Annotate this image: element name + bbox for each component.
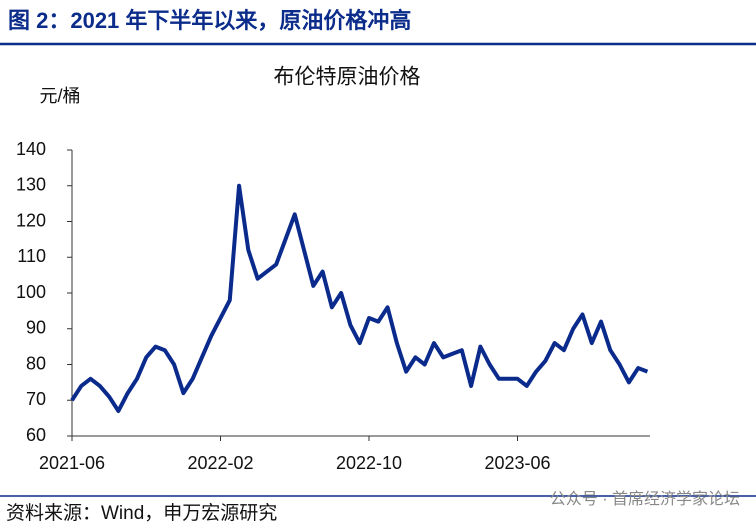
x-tick-label: 2022-02 [187, 453, 253, 473]
x-tick-label: 2021-06 [39, 453, 105, 473]
y-tick-label: 120 [16, 210, 46, 230]
y-tick-label: 80 [26, 353, 46, 373]
x-tick-label: 2022-10 [336, 453, 402, 473]
x-tick-label: 2023-06 [484, 453, 550, 473]
y-tick-label: 100 [16, 282, 46, 302]
y-tick-label: 60 [26, 425, 46, 445]
header-title: 图 2：2021 年下半年以来，原油价格冲高 [8, 8, 411, 33]
watermark: 公众号 · 首席经济学家论坛 [550, 490, 740, 508]
y-axis-label: 元/桶 [39, 86, 80, 106]
y-tick-label: 130 [16, 175, 46, 195]
y-tick-label: 140 [16, 139, 46, 159]
y-tick-label: 70 [26, 389, 46, 409]
y-tick-label: 110 [17, 246, 46, 266]
source: 资料来源：Wind，申万宏源研究 [6, 502, 277, 524]
chart-title: 布伦特原油价格 [274, 66, 421, 89]
price-line [70, 183, 649, 413]
y-tick-label: 90 [26, 318, 46, 338]
